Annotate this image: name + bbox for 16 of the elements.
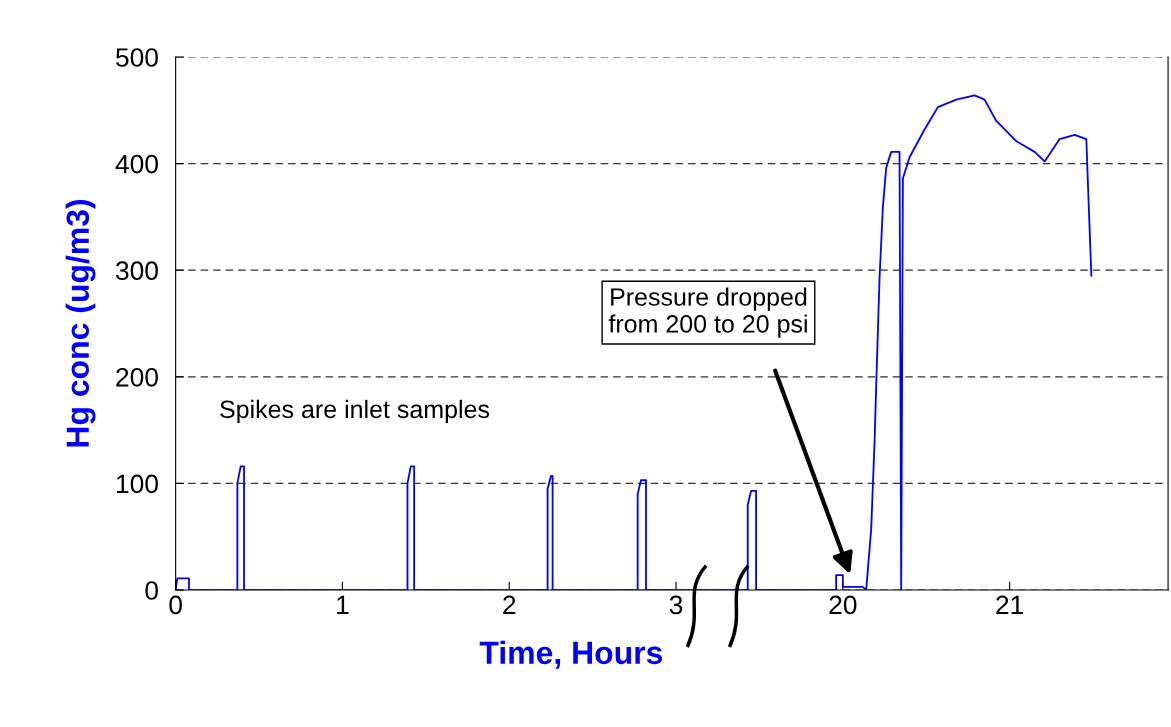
y-tick-label: 400 [115,154,158,174]
y-tick-label: 500 [116,48,158,67]
x-axis-title: Time, Hours [479,640,663,669]
x-tick-label: 21 [996,595,1024,615]
x-tick-label: 2 [503,595,516,615]
x-tick-label: 0 [169,595,182,615]
y-tick-label: 0 [145,581,158,600]
x-tick-label: 20 [829,595,857,615]
x-tick-label: 3 [669,595,683,615]
y-tick-label: 300 [115,261,158,281]
y-tick-label: 200 [116,367,158,387]
y-axis-title: Hg conc (ug/m3) [65,199,96,447]
y-tick-label: 100 [116,474,158,494]
annotation: Spikes are inlet samples [220,399,490,424]
annotation: Pressure dropped from 200 to 20 psi [608,287,807,338]
x-tick-label: 1 [337,595,349,615]
